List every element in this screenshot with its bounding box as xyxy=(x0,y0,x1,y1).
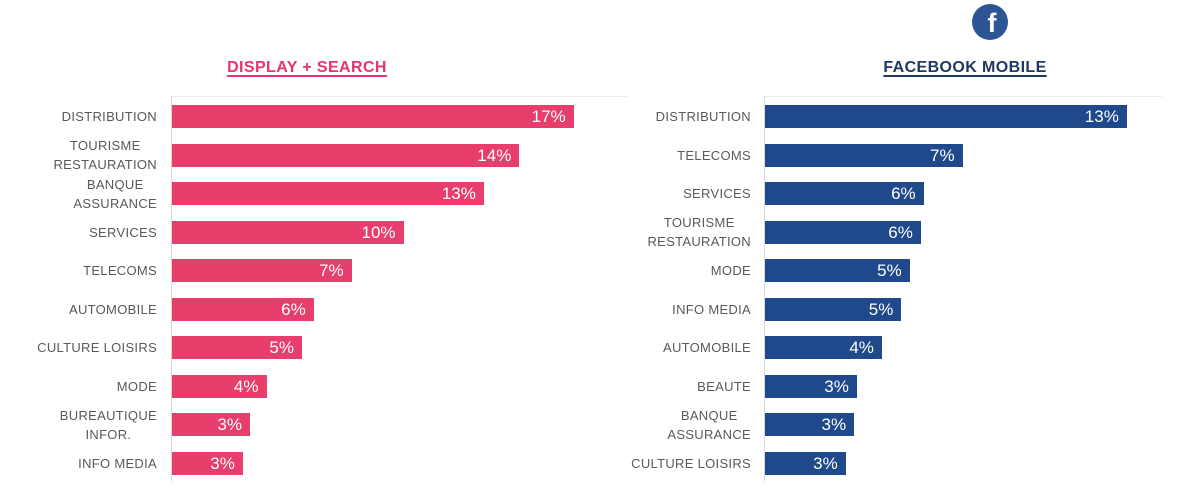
bar: 3% xyxy=(765,374,857,398)
plot-area: 13% 7% 6% 6% 5% 5% 4% 3% 3% 3% xyxy=(764,96,1162,481)
category-label-text: TOURISME RESTAURATION xyxy=(53,138,157,173)
category-label-text: TELECOMS xyxy=(677,147,751,163)
category-label-text: TOURISME RESTAURATION xyxy=(647,215,751,250)
category-label-text: SERVICES xyxy=(683,186,751,202)
category-label-text: DISTRIBUTION xyxy=(655,109,751,124)
plot-area: 17% 14% 13% 10% 7% 6% 5% 4% 3% 3% xyxy=(171,96,627,481)
category-label: SERVICES xyxy=(610,182,751,205)
facebook-f-glyph: f xyxy=(987,7,997,38)
category-label: TELECOMS xyxy=(20,259,157,282)
category-label-text: CULTURE LOISIRS xyxy=(631,455,751,471)
category-label: INFO MEDIA xyxy=(610,298,751,321)
category-label: MODE xyxy=(20,375,157,398)
category-label-text: DISTRIBUTION xyxy=(61,109,157,124)
bar: 5% xyxy=(765,259,910,283)
bar-value-label: 3% xyxy=(217,415,242,435)
bar: 6% xyxy=(765,182,924,206)
category-label: BANQUE ASSURANCE xyxy=(20,177,157,211)
category-label: SERVICES xyxy=(20,221,157,244)
category-label-text: SERVICES xyxy=(89,224,157,240)
bar-value-label: 6% xyxy=(891,184,916,204)
bar: 10% xyxy=(172,220,404,244)
category-label-text: CULTURE LOISIRS xyxy=(37,340,157,356)
chart-title-facebook-mobile: FACEBOOK MOBILE xyxy=(883,59,1047,76)
bar: 6% xyxy=(172,297,314,321)
category-label: BEAUTE xyxy=(610,375,751,398)
chart-title-display-search: DISPLAY + SEARCH xyxy=(227,59,387,76)
bar: 3% xyxy=(172,451,243,475)
category-label: DISTRIBUTION xyxy=(610,105,751,128)
bar-value-label: 5% xyxy=(269,338,294,358)
bar: 5% xyxy=(172,336,302,360)
category-labels: DISTRIBUTION TELECOMS SERVICES TOURISME RES… xyxy=(610,96,751,481)
category-label-text: MODE xyxy=(710,263,751,279)
bar: 7% xyxy=(765,143,963,167)
bar-value-label: 10% xyxy=(361,222,396,242)
category-label: MODE xyxy=(610,259,751,282)
bar: 17% xyxy=(172,105,574,128)
category-label: DISTRIBUTION xyxy=(20,105,157,128)
plot-top-border xyxy=(764,96,1162,97)
category-label: CULTURE LOISIRS xyxy=(610,452,751,475)
bar-value-label: 4% xyxy=(233,376,259,396)
bars: 17% 14% 13% 10% 7% 6% 5% 4% 3% 3% xyxy=(171,96,627,481)
bar-value-label: 13% xyxy=(441,184,476,204)
bar-value-label: 6% xyxy=(888,222,913,242)
category-label: INFO MEDIA xyxy=(20,452,157,475)
y-axis-line xyxy=(171,96,172,481)
bar: 4% xyxy=(765,336,882,360)
bar-value-label: 5% xyxy=(868,299,894,319)
bar: 6% xyxy=(765,220,921,244)
category-label: TELECOMS xyxy=(610,144,751,167)
plot-top-border xyxy=(171,96,627,97)
category-label-text: AUTOMOBILE xyxy=(68,301,157,317)
category-label: BANQUE ASSURANCE xyxy=(610,408,751,442)
category-label: AUTOMOBILE xyxy=(20,298,157,321)
bar-value-label: 6% xyxy=(281,299,306,319)
bar-value-label: 14% xyxy=(477,145,512,165)
category-label: BUREAUTIQUE INFOR. xyxy=(20,408,157,442)
bar-value-label: 3% xyxy=(824,376,849,396)
bar: 4% xyxy=(172,374,267,398)
category-label-text: INFO MEDIA xyxy=(78,455,157,471)
category-label-text: AUTOMOBILE xyxy=(662,340,751,356)
category-labels: DISTRIBUTION TOURISME RESTAURATION BANQUE … xyxy=(20,96,157,481)
category-label-text: BEAUTE xyxy=(697,378,751,394)
category-label: CULTURE LOISIRS xyxy=(20,336,157,359)
bar: 3% xyxy=(765,413,855,437)
bar: 13% xyxy=(765,105,1127,128)
category-label-text: BUREAUTIQUE INFOR. xyxy=(59,407,157,442)
category-label-text: TELECOMS xyxy=(83,263,157,279)
category-label-text: INFO MEDIA xyxy=(672,301,751,317)
bar-value-label: 3% xyxy=(210,453,235,473)
bar: 7% xyxy=(172,259,352,283)
bar: 13% xyxy=(172,182,484,206)
category-label-text: BANQUE ASSURANCE xyxy=(667,407,751,442)
category-label: AUTOMOBILE xyxy=(610,336,751,359)
category-label: TOURISME RESTAURATION xyxy=(20,138,157,172)
bars: 13% 7% 6% 6% 5% 5% 4% 3% 3% 3% xyxy=(764,96,1162,481)
bar-value-label: 4% xyxy=(849,338,874,358)
bar-value-label: 7% xyxy=(318,261,344,281)
bar: 3% xyxy=(765,451,846,475)
bar-value-label: 7% xyxy=(930,145,955,165)
bar-value-label: 13% xyxy=(1084,107,1119,126)
bar-value-label: 3% xyxy=(821,415,847,435)
bar: 5% xyxy=(765,297,902,321)
bar-value-label: 17% xyxy=(531,107,566,126)
bar-value-label: 3% xyxy=(813,453,838,473)
y-axis-line xyxy=(764,96,765,481)
category-label-text: BANQUE ASSURANCE xyxy=(73,176,157,211)
bar-value-label: 5% xyxy=(877,261,902,281)
category-label: TOURISME RESTAURATION xyxy=(610,215,751,249)
bar: 14% xyxy=(172,143,520,167)
facebook-icon: f xyxy=(972,4,1008,40)
bar: 3% xyxy=(172,413,250,437)
category-label-text: MODE xyxy=(116,378,157,394)
